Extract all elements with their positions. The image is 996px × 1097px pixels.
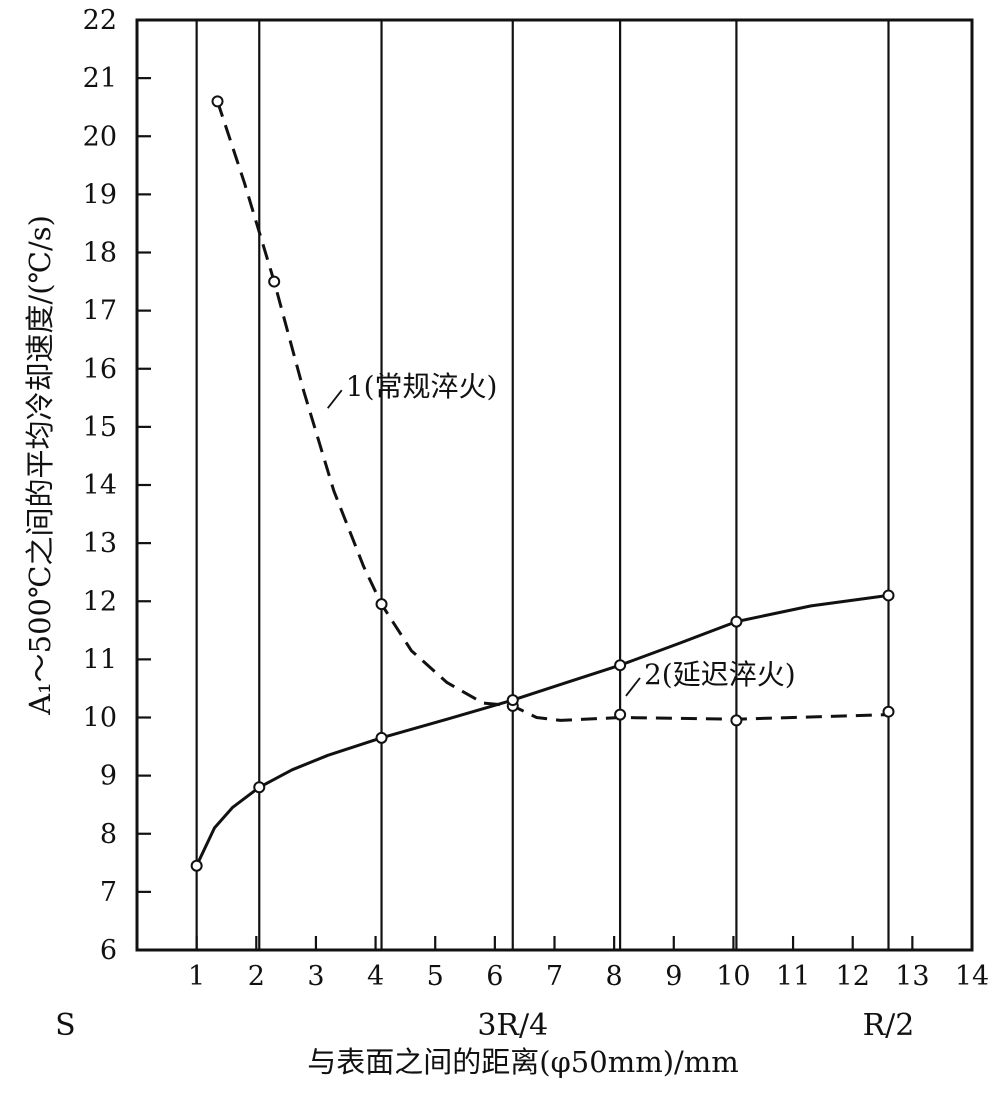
- position-label: 3R/4: [477, 1008, 548, 1043]
- x-tick-label: 9: [665, 961, 682, 992]
- series-label-leader: [625, 677, 641, 697]
- series-label: 1(常规淬火): [346, 370, 498, 403]
- y-tick-label: 15: [83, 412, 117, 443]
- position-label: S: [55, 1008, 76, 1043]
- data-point: [614, 659, 627, 672]
- data-point: [253, 781, 266, 794]
- y-tick-label: 18: [83, 238, 117, 269]
- data-point: [730, 714, 743, 727]
- data-point: [882, 705, 895, 718]
- plot-frame: [135, 18, 974, 952]
- data-point: [268, 275, 281, 288]
- x-tick-label: 7: [546, 961, 563, 992]
- y-tick-label: 10: [83, 703, 117, 734]
- y-tick-label: 12: [83, 586, 117, 617]
- x-tick-label: 12: [836, 961, 870, 992]
- series-label: 2(延迟淬火): [644, 658, 796, 691]
- data-point: [375, 731, 388, 744]
- x-tick-label: 3: [307, 961, 324, 992]
- y-tick-label: 16: [83, 354, 117, 385]
- series-line: [195, 593, 889, 867]
- y-tick-label: 22: [83, 5, 117, 36]
- x-tick-label: 5: [427, 961, 444, 992]
- data-point: [882, 589, 895, 602]
- x-axis-title: 与表面之间的距离(φ50mm)/mm: [307, 1045, 739, 1079]
- y-tick-label: 9: [100, 761, 117, 792]
- data-point: [211, 95, 224, 108]
- x-tick-label: 8: [606, 961, 623, 992]
- y-axis-title: A₁～500℃之间的平均冷却速度/(℃/s): [23, 215, 57, 716]
- x-tick-label: 2: [248, 961, 265, 992]
- x-tick-label: 11: [776, 961, 810, 992]
- series-line: [216, 100, 889, 722]
- data-point: [375, 598, 388, 611]
- x-tick-label: 10: [716, 961, 750, 992]
- x-tick-label: 6: [486, 961, 503, 992]
- x-tick-label: 13: [895, 961, 929, 992]
- data-point: [614, 708, 627, 721]
- y-tick-label: 6: [100, 935, 117, 966]
- series-label-leader: [327, 389, 343, 409]
- y-tick-label: 17: [83, 296, 117, 327]
- y-tick-label: 20: [83, 121, 117, 152]
- x-tick-label: 1: [188, 961, 205, 992]
- data-point: [730, 615, 743, 628]
- y-tick-label: 8: [100, 819, 117, 850]
- y-tick-label: 19: [83, 179, 117, 210]
- x-tick-label: 14: [955, 961, 989, 992]
- y-tick-label: 21: [83, 63, 117, 94]
- y-tick-label: 7: [100, 877, 117, 908]
- data-point: [190, 859, 203, 872]
- data-point: [506, 694, 519, 707]
- x-tick-label: 4: [367, 961, 384, 992]
- y-tick-label: 14: [83, 470, 117, 501]
- y-tick-label: 11: [83, 644, 117, 675]
- position-label: R/2: [863, 1008, 915, 1043]
- y-tick-label: 13: [83, 528, 117, 559]
